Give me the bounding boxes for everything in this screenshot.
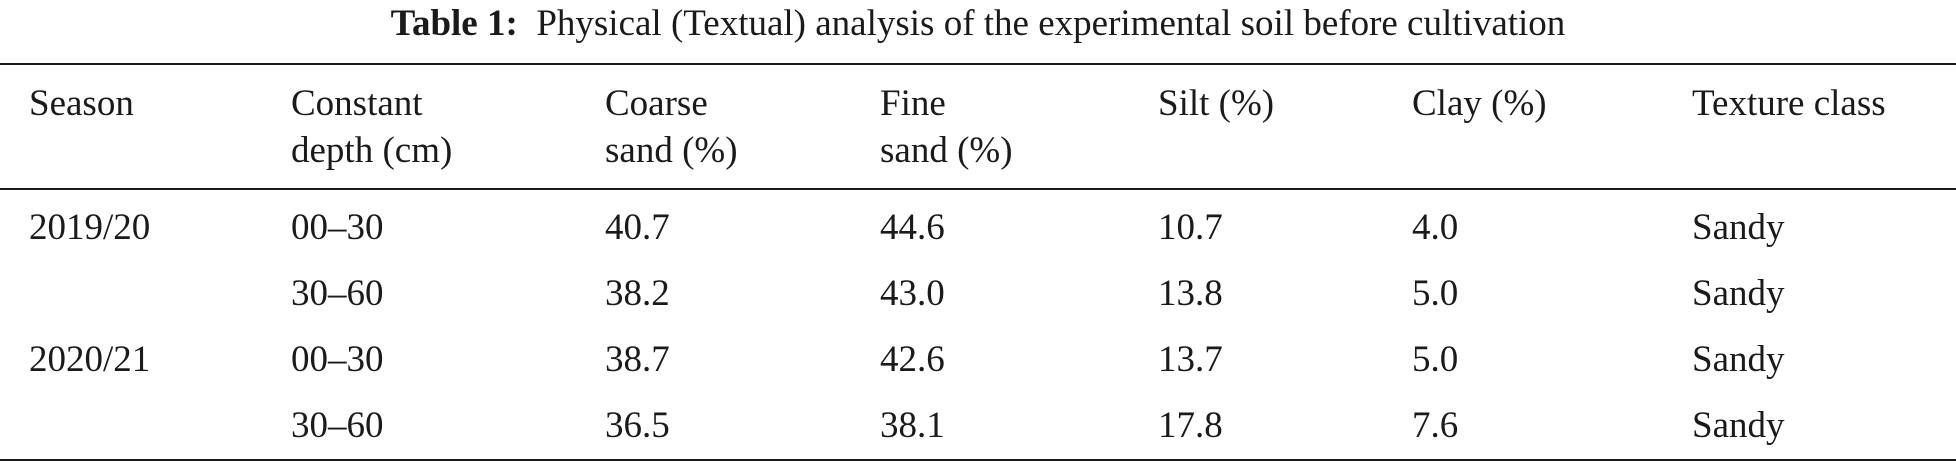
cell-depth: 30–60 [291,273,384,314]
header-line: Clay (%) [1412,83,1547,124]
cell-coarse-sand: 38.7 [605,339,670,380]
table-header-row: Season Constant depth (cm) Coarse sand (… [0,80,1956,188]
cell-depth: 30–60 [291,405,384,446]
table-row: 2020/21 00–30 38.7 42.6 13.7 5.0 Sandy [0,328,1956,394]
table-header-rule [0,188,1956,190]
header-line: Coarse [605,83,708,124]
table-row: 2019/20 00–30 40.7 44.6 10.7 4.0 Sandy [0,196,1956,262]
header-texture-class: Texture class [1692,80,1886,127]
cell-texture-class: Sandy [1692,339,1785,380]
table-caption: Table 1: Physical (Textual) analysis of … [0,2,1956,46]
header-season: Season [29,80,134,127]
cell-coarse-sand: 36.5 [605,405,670,446]
header-line: Season [29,83,134,124]
cell-clay: 5.0 [1412,339,1459,380]
cell-season: 2020/21 [29,339,151,380]
header-line: sand (%) [880,130,1013,171]
table-caption-label: Table 1: [390,3,518,44]
cell-clay: 4.0 [1412,207,1459,248]
header-coarse-sand: Coarse sand (%) [605,80,738,174]
cell-depth: 00–30 [291,207,384,248]
cell-texture-class: Sandy [1692,207,1785,248]
cell-coarse-sand: 40.7 [605,207,670,248]
header-constant-depth: Constant depth (cm) [291,80,452,174]
header-clay: Clay (%) [1412,80,1547,127]
header-silt: Silt (%) [1158,80,1274,127]
cell-depth: 00–30 [291,339,384,380]
header-line: sand (%) [605,130,738,171]
header-line: depth (cm) [291,130,453,171]
cell-fine-sand: 43.0 [880,273,945,314]
header-line: Silt (%) [1158,83,1275,124]
header-line: Constant [291,83,423,124]
table-top-rule [0,63,1956,65]
cell-coarse-sand: 38.2 [605,273,670,314]
header-line: Fine [880,83,946,124]
cell-texture-class: Sandy [1692,273,1785,314]
cell-fine-sand: 42.6 [880,339,945,380]
table-bottom-rule [0,459,1956,461]
cell-silt: 13.8 [1158,273,1223,314]
cell-clay: 5.0 [1412,273,1459,314]
cell-clay: 7.6 [1412,405,1459,446]
cell-season: 2019/20 [29,207,151,248]
table-row: 30–60 36.5 38.1 17.8 7.6 Sandy [0,394,1956,460]
header-fine-sand: Fine sand (%) [880,80,1013,174]
header-line: Texture class [1692,83,1886,124]
cell-fine-sand: 44.6 [880,207,945,248]
table-row: 30–60 38.2 43.0 13.8 5.0 Sandy [0,262,1956,328]
cell-texture-class: Sandy [1692,405,1785,446]
cell-fine-sand: 38.1 [880,405,945,446]
cell-silt: 10.7 [1158,207,1223,248]
cell-silt: 13.7 [1158,339,1223,380]
table-caption-text: Physical (Textual) analysis of the exper… [536,3,1566,44]
cell-silt: 17.8 [1158,405,1223,446]
